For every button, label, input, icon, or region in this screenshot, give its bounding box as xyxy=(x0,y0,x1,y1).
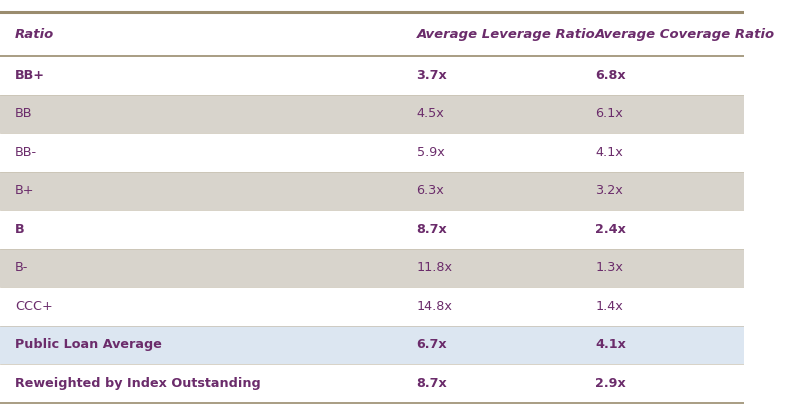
Text: BB-: BB- xyxy=(15,146,37,159)
Text: 1.4x: 1.4x xyxy=(595,300,623,313)
Text: 8.7x: 8.7x xyxy=(417,223,447,236)
Bar xyxy=(0,95,744,133)
Text: 3.2x: 3.2x xyxy=(595,184,623,198)
Bar xyxy=(0,364,744,403)
Text: 8.7x: 8.7x xyxy=(417,377,447,390)
Bar xyxy=(0,172,744,210)
Text: 2.9x: 2.9x xyxy=(595,377,626,390)
Bar xyxy=(0,326,744,364)
Text: BB+: BB+ xyxy=(15,69,45,82)
Text: 14.8x: 14.8x xyxy=(417,300,453,313)
Text: Public Loan Average: Public Loan Average xyxy=(15,338,162,352)
Text: 4.1x: 4.1x xyxy=(595,146,623,159)
Text: 5.9x: 5.9x xyxy=(417,146,444,159)
Bar xyxy=(0,12,744,56)
Text: 6.3x: 6.3x xyxy=(417,184,444,198)
Text: 6.8x: 6.8x xyxy=(595,69,626,82)
Text: B: B xyxy=(15,223,25,236)
Text: CCC+: CCC+ xyxy=(15,300,53,313)
Text: 4.5x: 4.5x xyxy=(417,107,444,120)
Text: 2.4x: 2.4x xyxy=(595,223,626,236)
Text: 1.3x: 1.3x xyxy=(595,261,623,274)
Text: 6.7x: 6.7x xyxy=(417,338,447,352)
Text: 11.8x: 11.8x xyxy=(417,261,453,274)
Text: 4.1x: 4.1x xyxy=(595,338,626,352)
Text: 6.1x: 6.1x xyxy=(595,107,623,120)
Bar xyxy=(0,249,744,287)
Text: Average Coverage Ratio: Average Coverage Ratio xyxy=(595,28,775,41)
Bar xyxy=(0,56,744,95)
Text: BB: BB xyxy=(15,107,32,120)
Text: B+: B+ xyxy=(15,184,34,198)
Text: B-: B- xyxy=(15,261,28,274)
Text: 3.7x: 3.7x xyxy=(417,69,447,82)
Text: Reweighted by Index Outstanding: Reweighted by Index Outstanding xyxy=(15,377,261,390)
Bar xyxy=(0,210,744,249)
Bar xyxy=(0,287,744,326)
Text: Average Leverage Ratio: Average Leverage Ratio xyxy=(417,28,595,41)
Bar xyxy=(0,133,744,172)
Text: Ratio: Ratio xyxy=(15,28,54,41)
